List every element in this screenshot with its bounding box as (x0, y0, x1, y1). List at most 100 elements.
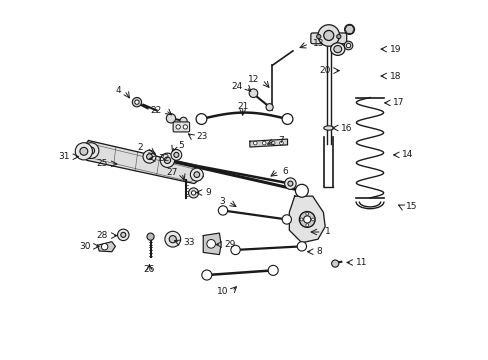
Text: 19: 19 (389, 45, 401, 54)
Circle shape (295, 184, 308, 197)
Text: 15: 15 (405, 202, 417, 211)
Text: 25: 25 (97, 159, 108, 168)
Circle shape (121, 232, 125, 237)
Circle shape (80, 147, 88, 155)
FancyBboxPatch shape (173, 122, 189, 132)
Circle shape (188, 188, 198, 198)
Circle shape (75, 143, 92, 160)
Circle shape (191, 191, 195, 195)
Circle shape (282, 114, 292, 125)
Text: 5: 5 (178, 141, 183, 150)
Text: 7: 7 (278, 136, 284, 145)
Circle shape (194, 172, 199, 177)
Circle shape (317, 25, 339, 46)
Text: 32: 32 (158, 154, 169, 163)
Circle shape (265, 104, 273, 111)
Circle shape (160, 153, 174, 167)
Text: 11: 11 (355, 258, 366, 267)
Circle shape (101, 243, 108, 250)
Polygon shape (97, 242, 115, 252)
Text: 4: 4 (115, 86, 121, 95)
Text: 33: 33 (183, 238, 195, 247)
Circle shape (135, 100, 139, 104)
Text: 8: 8 (316, 247, 321, 256)
Circle shape (164, 231, 180, 247)
Circle shape (305, 224, 308, 226)
Circle shape (282, 215, 291, 224)
Text: 13: 13 (312, 39, 324, 48)
Circle shape (132, 98, 142, 107)
Text: 31: 31 (58, 152, 70, 161)
Circle shape (271, 141, 274, 145)
Circle shape (279, 141, 283, 145)
Circle shape (316, 35, 320, 39)
Circle shape (299, 212, 314, 227)
Text: 2: 2 (138, 143, 143, 152)
Circle shape (262, 141, 265, 145)
Circle shape (206, 239, 215, 248)
Text: 16: 16 (341, 123, 352, 132)
FancyBboxPatch shape (310, 33, 346, 44)
Text: 22: 22 (150, 105, 162, 114)
Text: 3: 3 (219, 197, 224, 206)
Ellipse shape (330, 43, 344, 55)
Circle shape (297, 242, 306, 251)
Circle shape (183, 125, 187, 129)
Text: 6: 6 (282, 167, 287, 176)
Circle shape (161, 154, 174, 167)
Circle shape (287, 181, 292, 186)
Ellipse shape (323, 126, 333, 130)
Text: 12: 12 (247, 75, 258, 84)
Text: 30: 30 (79, 242, 90, 251)
Text: 29: 29 (224, 240, 236, 249)
Text: 14: 14 (402, 150, 413, 159)
Circle shape (171, 149, 182, 160)
Circle shape (346, 43, 350, 48)
Ellipse shape (333, 45, 341, 53)
Circle shape (83, 143, 99, 158)
Text: 27: 27 (166, 168, 178, 177)
Text: 10: 10 (216, 287, 228, 296)
Circle shape (174, 152, 179, 157)
Circle shape (147, 233, 154, 240)
Circle shape (87, 147, 94, 154)
Circle shape (202, 270, 211, 280)
Circle shape (344, 41, 352, 50)
Circle shape (146, 154, 152, 159)
Polygon shape (249, 139, 287, 147)
Circle shape (169, 235, 176, 243)
Polygon shape (80, 140, 203, 184)
Circle shape (196, 114, 206, 125)
Circle shape (336, 35, 340, 39)
Circle shape (303, 216, 310, 223)
Circle shape (253, 141, 257, 145)
Text: 17: 17 (392, 98, 404, 107)
Circle shape (190, 168, 203, 181)
Circle shape (331, 260, 338, 267)
Circle shape (305, 212, 308, 215)
Text: 23: 23 (196, 132, 207, 141)
Text: 21: 21 (237, 102, 248, 111)
Circle shape (218, 206, 227, 215)
Circle shape (344, 24, 354, 35)
Circle shape (249, 89, 257, 98)
Polygon shape (289, 196, 325, 243)
Circle shape (166, 114, 175, 123)
Polygon shape (203, 233, 221, 255)
Circle shape (267, 265, 278, 275)
Text: 9: 9 (204, 188, 210, 197)
Text: 28: 28 (97, 231, 108, 240)
Circle shape (176, 125, 180, 129)
Circle shape (300, 218, 303, 221)
Circle shape (230, 245, 240, 255)
Text: 26: 26 (143, 265, 155, 274)
Circle shape (284, 178, 296, 189)
Circle shape (180, 117, 187, 125)
Text: 1: 1 (325, 228, 330, 237)
Circle shape (164, 157, 170, 163)
Text: 18: 18 (389, 72, 401, 81)
Text: 24: 24 (231, 82, 242, 91)
Circle shape (323, 31, 333, 41)
Text: 20: 20 (319, 66, 330, 75)
Circle shape (142, 150, 156, 163)
